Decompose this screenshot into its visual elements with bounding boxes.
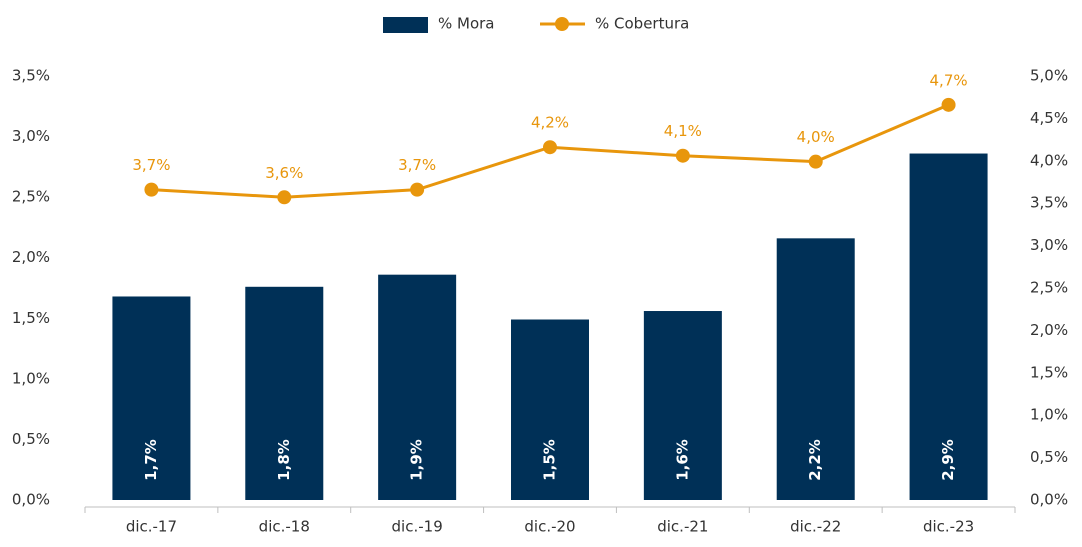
legend-swatch xyxy=(383,17,428,33)
y-tick-label: 0,5% xyxy=(12,430,50,448)
y-tick-label: 3,5% xyxy=(12,67,50,85)
y2-tick-label: 2,0% xyxy=(1030,321,1068,339)
y2-tick-label: 3,0% xyxy=(1030,236,1068,254)
y-tick-label: 2,5% xyxy=(12,188,50,206)
bar xyxy=(245,286,324,500)
line-point xyxy=(808,154,823,169)
legend-swatch xyxy=(555,17,569,31)
bar xyxy=(909,153,988,500)
y-tick-label: 3,0% xyxy=(12,127,50,145)
legend-label: % Cobertura xyxy=(595,15,689,33)
line-value-label: 3,7% xyxy=(132,156,170,174)
line-point xyxy=(543,140,557,155)
bar-value-label: 1,7% xyxy=(142,439,160,481)
y2-tick-label: 3,5% xyxy=(1030,194,1068,212)
bar-value-label: 1,8% xyxy=(275,439,293,481)
bar xyxy=(776,238,855,500)
line-value-label: 4,1% xyxy=(664,122,702,140)
bar xyxy=(511,319,589,500)
bar-value-label: 1,6% xyxy=(673,439,691,481)
bar xyxy=(112,296,191,500)
line-value-label: 3,7% xyxy=(398,156,436,174)
y2-tick-label: 1,0% xyxy=(1030,406,1068,424)
y2-tick-label: 0,5% xyxy=(1030,448,1068,466)
y2-tick-label: 2,5% xyxy=(1030,279,1068,297)
bar-value-label: 2,9% xyxy=(939,439,957,481)
x-tick-label: dic.-22 xyxy=(790,518,841,536)
x-tick-label: dic.-21 xyxy=(657,518,708,536)
bar-value-label: 2,2% xyxy=(806,439,824,481)
line-point xyxy=(941,97,956,112)
line-point xyxy=(410,182,425,197)
line-value-label: 4,7% xyxy=(930,71,968,89)
bar-value-label: 1,5% xyxy=(541,439,559,481)
line-value-label: 4,2% xyxy=(531,114,569,132)
y2-tick-label: 4,5% xyxy=(1030,109,1068,127)
y-tick-label: 0,0% xyxy=(12,491,50,509)
x-tick-label: dic.-17 xyxy=(126,518,177,536)
x-tick-label: dic.-19 xyxy=(392,518,443,536)
y-tick-label: 2,0% xyxy=(12,248,50,266)
y-tick-label: 1,0% xyxy=(12,369,50,387)
legend-label: % Mora xyxy=(438,15,495,33)
bar-value-label: 1,9% xyxy=(408,439,426,481)
line-value-label: 3,6% xyxy=(265,164,303,182)
x-tick-label: dic.-23 xyxy=(923,518,974,536)
line-point xyxy=(144,182,159,197)
bar xyxy=(378,274,457,500)
bar xyxy=(643,311,722,500)
y2-tick-label: 0,0% xyxy=(1030,491,1068,509)
line-point xyxy=(675,148,690,163)
y-tick-label: 1,5% xyxy=(12,309,50,327)
x-tick-label: dic.-18 xyxy=(259,518,310,536)
line-point xyxy=(277,190,292,205)
y2-tick-label: 4,0% xyxy=(1030,151,1068,169)
y2-tick-label: 1,5% xyxy=(1030,363,1068,381)
y2-tick-label: 5,0% xyxy=(1030,67,1068,85)
line-value-label: 4,0% xyxy=(797,128,835,146)
x-tick-label: dic.-20 xyxy=(524,518,575,536)
